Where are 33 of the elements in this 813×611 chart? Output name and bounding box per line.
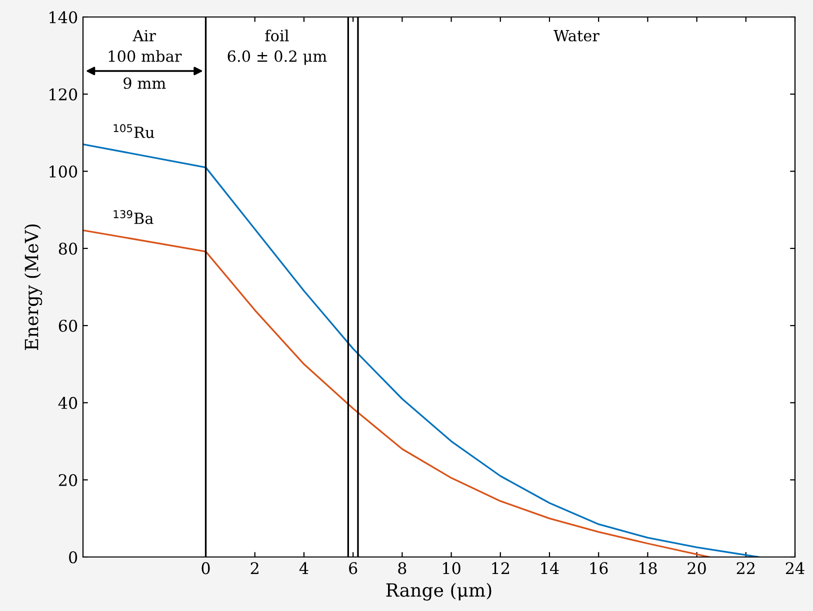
x-tick-label: 16 [590,562,608,574]
x-tick-label: 8 [398,562,406,574]
line-series [83,229,710,557]
y-tick-label: 120 [50,88,78,100]
x-tick-label: 12 [492,562,509,574]
x-tick-label: 24 [786,562,804,574]
x-tick-label: 20 [688,562,706,574]
y-tick-label: 80 [58,242,78,255]
annotation: Water [554,30,600,42]
annotation: Air [132,30,156,42]
y-tick-label: 60 [58,320,78,332]
series-label: $^{105}$Ru [114,124,154,138]
annotation: 6.0 ± 0.2 μm [228,50,327,65]
x-tick-label: 4 [299,562,308,574]
y-tick-label: 140 [50,11,78,24]
y-tick-label: 40 [58,396,78,410]
annotation: foil [265,30,289,42]
x-axis-title: Range (μm) [386,582,492,601]
x-tick-label: 0 [202,562,210,574]
y-tick-label: 20 [58,474,78,486]
x-tick-label: 14 [541,562,559,574]
y-axis-title: Energy (MeV) [24,224,42,350]
x-tick-label: 2 [250,562,258,574]
y-tick-label: 0 [69,551,78,564]
x-tick-label: 18 [639,562,657,574]
x-tick-label: 22 [736,562,754,574]
line-series [83,143,760,557]
x-tick-label: 6 [349,562,358,574]
series-label: $^{139}$Ba [114,210,154,224]
y-tick-label: 100 [50,166,78,178]
x-tick-label: 10 [443,562,460,574]
annotation: 9 mm [124,77,166,89]
annotation: 100 mbar [108,50,182,62]
